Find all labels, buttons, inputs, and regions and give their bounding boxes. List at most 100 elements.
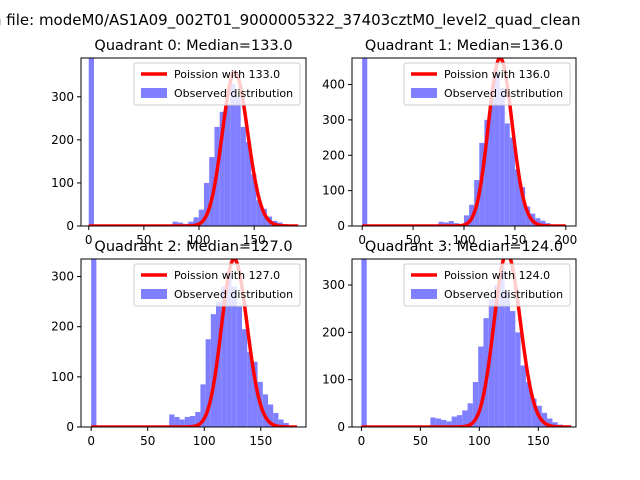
- legend-label: Poission with 124.0: [444, 269, 550, 282]
- histogram-bar: [520, 365, 526, 427]
- histogram-bar: [236, 306, 243, 427]
- histogram-bar: [210, 314, 216, 427]
- histogram-bar: [456, 415, 463, 427]
- histogram-bar: [283, 422, 289, 427]
- legend-label: Poission with 136.0: [444, 68, 550, 81]
- histogram-bar: [361, 259, 367, 427]
- y-tick-label: 100: [51, 176, 74, 190]
- quadrant-title: Quadrant 2: Median=127.0: [94, 239, 292, 255]
- histogram-bar: [195, 411, 201, 427]
- legend-box: [133, 263, 301, 307]
- y-tick-label: 300: [322, 113, 345, 127]
- histogram-bar: [226, 271, 232, 427]
- legend-box: [403, 62, 571, 106]
- histogram-bar: [189, 415, 196, 427]
- histogram-bar: [362, 58, 368, 226]
- histogram-bar: [245, 142, 252, 226]
- histogram-bar: [552, 422, 558, 427]
- axes-frame: [80, 57, 307, 227]
- histogram-bar: [494, 285, 500, 427]
- y-tick-label: 100: [322, 373, 345, 387]
- histogram-bar: [251, 174, 257, 226]
- histogram-bar: [169, 414, 175, 427]
- histogram-bar: [494, 70, 500, 226]
- histogram-bar: [462, 410, 468, 427]
- histogram-bar: [443, 222, 449, 226]
- quadrant-3-axes: 0 50 100 150 0 100 200 300 Quadrant 3: Median=12…: [322, 239, 577, 448]
- y-tick-label: 200: [51, 320, 74, 334]
- histogram-bar: [252, 361, 258, 427]
- legend-bar-swatch: [141, 289, 167, 299]
- histogram-bar: [509, 137, 515, 226]
- histogram-bar: [489, 98, 495, 226]
- histogram-bar: [515, 332, 521, 427]
- histogram-bar: [242, 329, 248, 427]
- histogram-bar: [219, 111, 225, 226]
- poisson-curve: [362, 58, 566, 226]
- histogram-bar: [91, 259, 97, 427]
- quadrant-1-axes: 0 50 100 150 200 0 100 200 300 400 Quadrant 1: Med…: [322, 38, 577, 247]
- histogram-bar: [488, 299, 495, 427]
- y-tick-label: 200: [51, 133, 74, 147]
- x-tick-label: 0: [358, 233, 366, 247]
- histogram-bar: [200, 384, 206, 427]
- quadrant-title: Quadrant 1: Median=136.0: [365, 38, 563, 54]
- poisson-curve: [361, 259, 572, 427]
- legend-bar-swatch: [141, 88, 167, 98]
- legend: Poission with 136.0 Observed distribution: [403, 62, 571, 106]
- histogram-bar: [278, 419, 284, 427]
- histogram-bar: [193, 217, 199, 226]
- y-tick-label: 100: [51, 370, 74, 384]
- histogram-bar: [499, 88, 505, 226]
- histogram-bar: [172, 221, 178, 226]
- histogram-bar: [240, 126, 246, 226]
- x-tick-label: 200: [554, 233, 577, 247]
- histogram-bar: [438, 221, 444, 226]
- poisson-curve: [91, 259, 297, 427]
- x-tick-label: 50: [413, 434, 428, 448]
- histogram-bar: [268, 404, 274, 427]
- legend: Poission with 133.0 Observed distribution: [133, 62, 301, 106]
- histogram-bar: [273, 412, 279, 427]
- histogram-bar: [262, 394, 269, 427]
- quadrant-2-axes: 0 50 100 150 0 100 200 300 Quadrant 2: Median=12…: [51, 239, 307, 448]
- histogram-bar: [467, 403, 473, 427]
- histogram-bar: [435, 418, 442, 427]
- histogram-bar: [221, 286, 227, 427]
- histogram-bar: [448, 221, 454, 226]
- x-tick-label: 50: [136, 233, 151, 247]
- histogram-bar: [531, 398, 537, 427]
- histogram-bar: [247, 351, 253, 427]
- histogram-bar: [464, 215, 470, 226]
- x-tick-label: 0: [358, 434, 366, 448]
- y-tick-label: 400: [322, 78, 345, 92]
- x-tick-label: 150: [249, 434, 272, 448]
- histogram-bar: [535, 218, 541, 226]
- histogram-bar: [231, 286, 237, 427]
- quadrant-title: Quadrant 0: Median=133.0: [94, 38, 292, 54]
- x-tick-label: 100: [453, 233, 476, 247]
- y-tick-label: 300: [51, 270, 74, 284]
- legend-label: Observed distribution: [174, 288, 293, 301]
- legend-bar-swatch: [411, 88, 437, 98]
- y-tick-label: 200: [322, 325, 345, 339]
- quadrant-0-axes: 0 50 100 150 0 100 200 300 Quadrant 0: Median=13…: [51, 38, 307, 247]
- legend-box: [133, 62, 301, 106]
- axes-frame: [351, 258, 577, 428]
- figure-suptitle: n file: modeM0/AS1A09_002T01_9000005322_…: [0, 11, 581, 30]
- x-tick-label: 150: [527, 434, 550, 448]
- histogram-bar: [478, 346, 484, 427]
- histogram-bar: [514, 169, 520, 226]
- histogram-bar: [540, 220, 546, 226]
- histogram-bar: [547, 418, 553, 427]
- legend-label: Poission with 127.0: [174, 269, 280, 282]
- histogram-bar: [509, 311, 516, 427]
- histogram-bar: [261, 208, 267, 226]
- histogram-bar: [230, 83, 236, 226]
- x-tick-label: 50: [140, 434, 155, 448]
- legend-label: Observed distribution: [444, 87, 563, 100]
- histogram-bar: [179, 419, 185, 427]
- histogram-bar: [216, 301, 222, 427]
- x-tick-label: 100: [193, 434, 216, 448]
- x-tick-label: 150: [503, 233, 526, 247]
